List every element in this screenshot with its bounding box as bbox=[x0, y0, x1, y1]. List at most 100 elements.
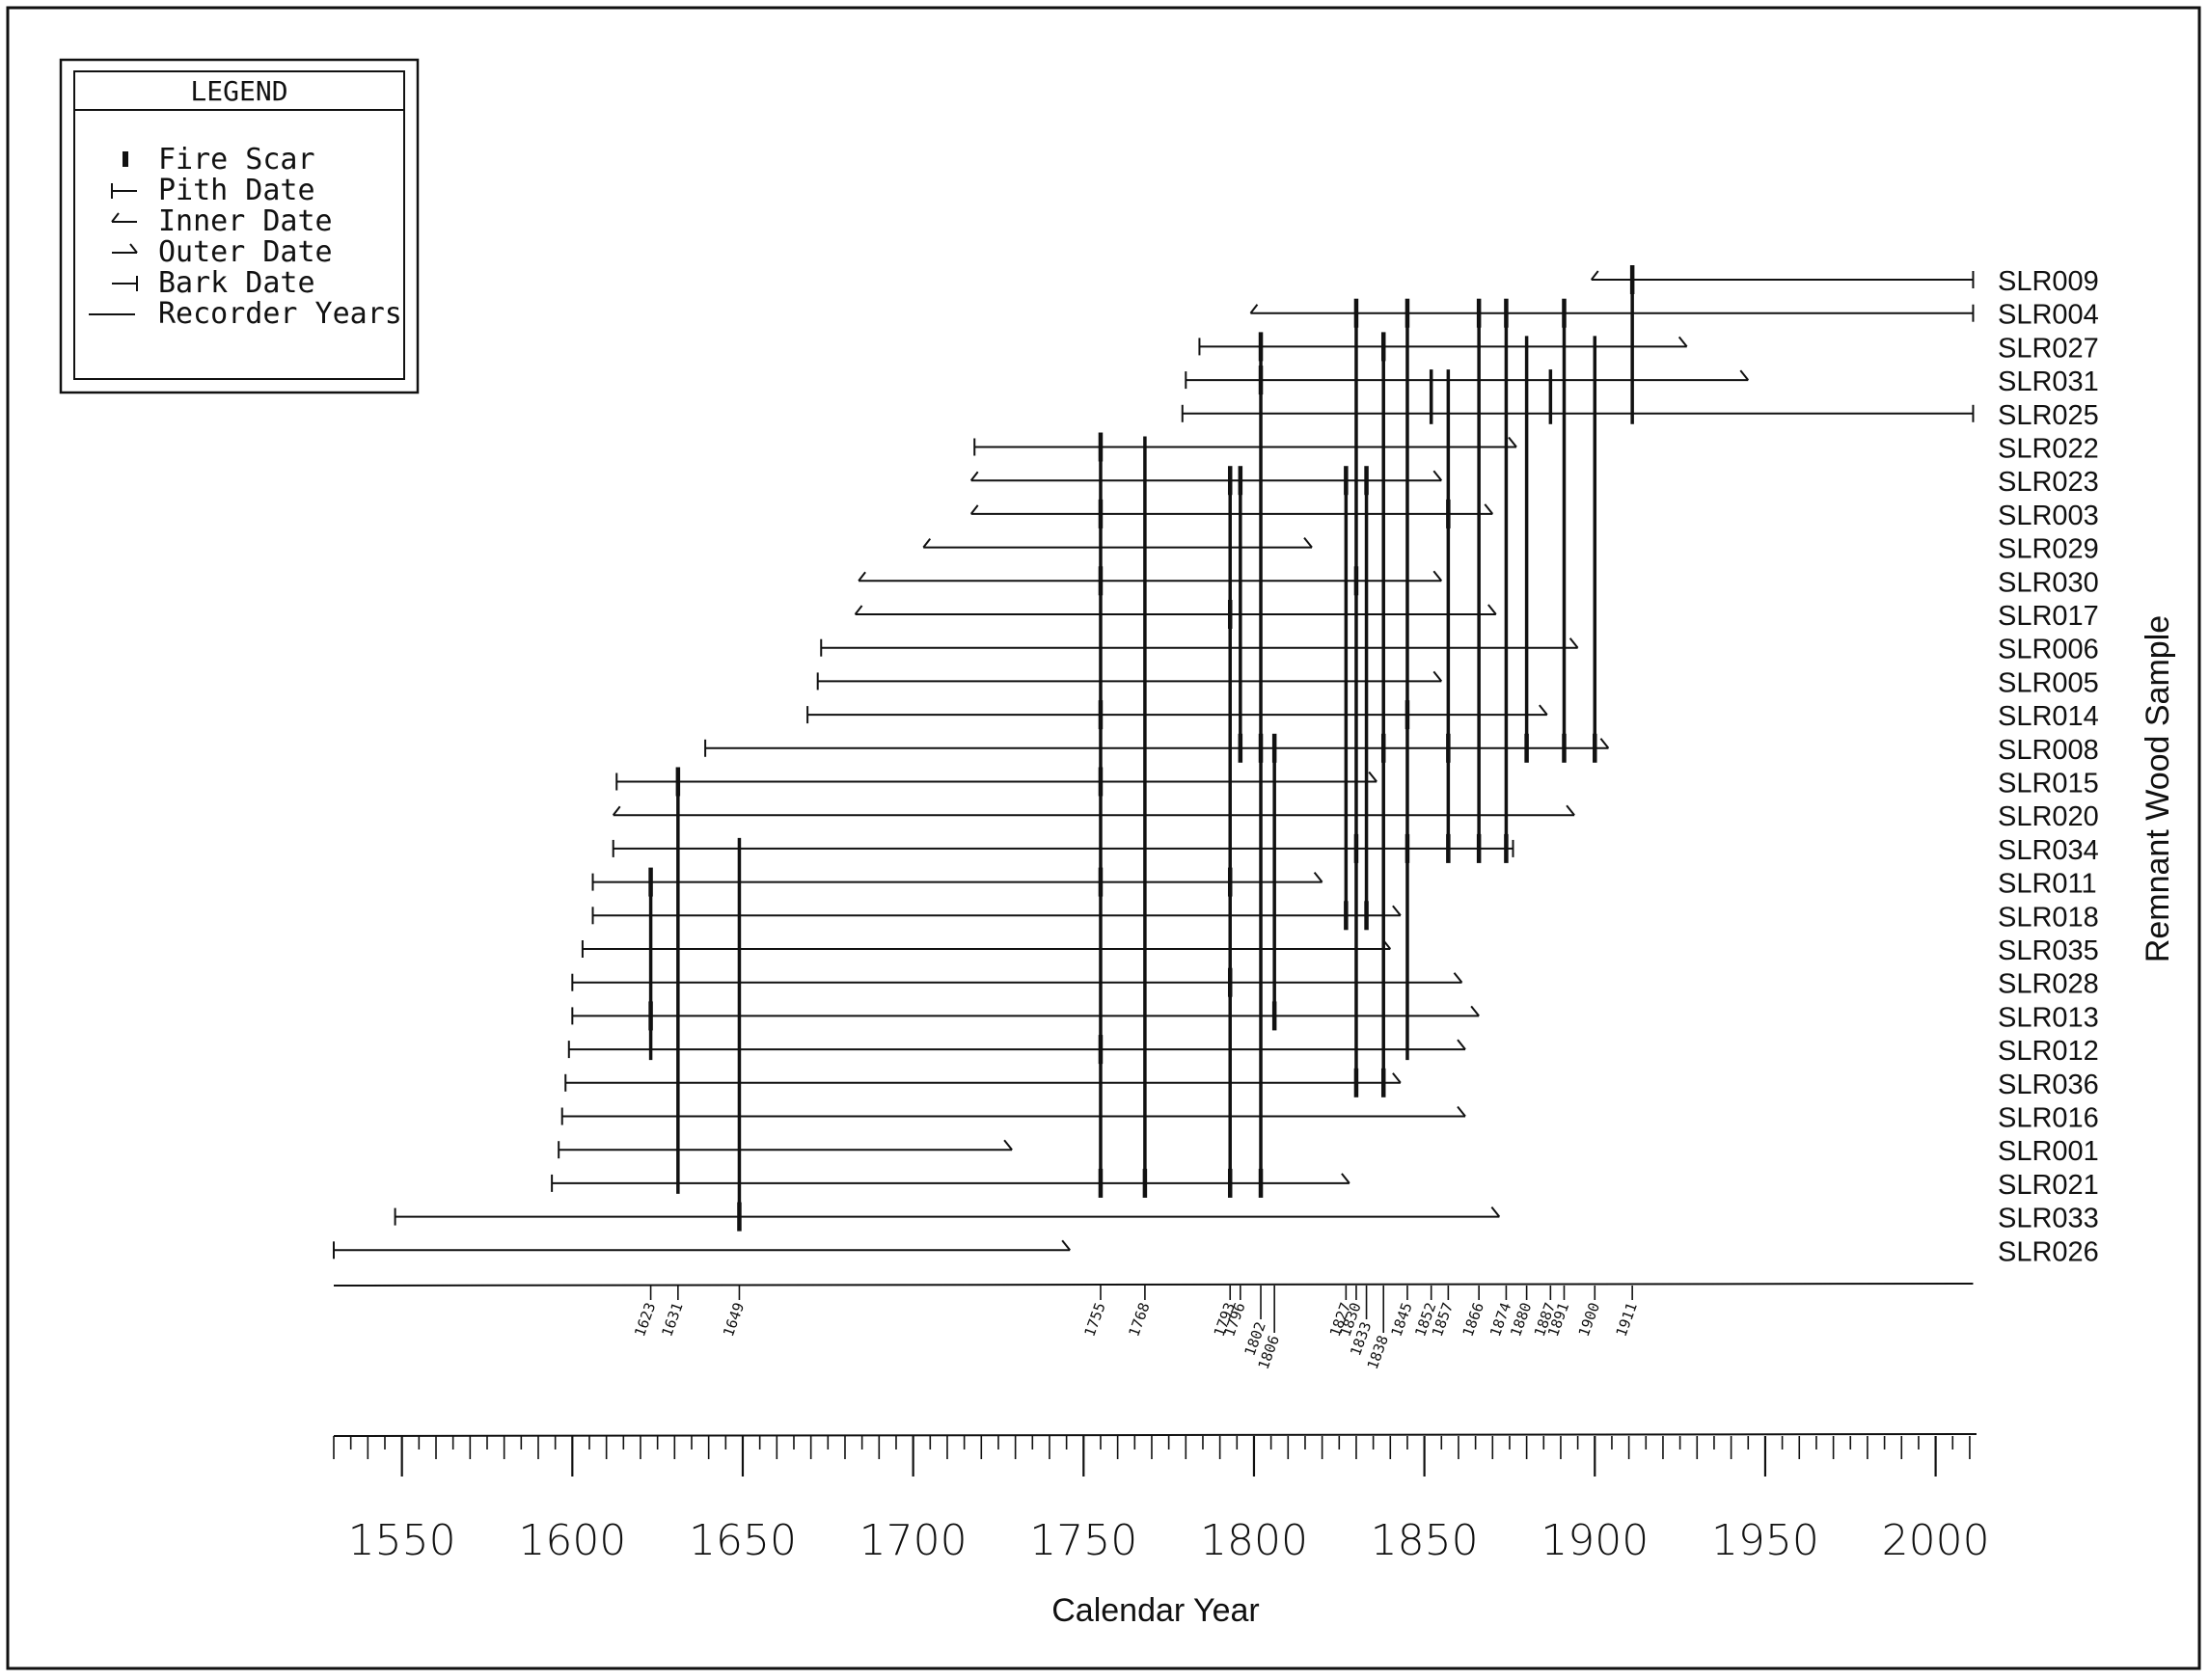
sample-label: SLR035 bbox=[1998, 935, 2099, 966]
legend-item-fire-scar: Fire Scar bbox=[123, 143, 315, 176]
sample-slr006 bbox=[820, 637, 1579, 657]
legend-label: Fire Scar bbox=[158, 143, 315, 176]
sample-label: SLR026 bbox=[1998, 1236, 2099, 1267]
sample-label: SLR033 bbox=[1998, 1204, 2099, 1234]
outer-date-marker bbox=[1677, 336, 1688, 348]
inner-date-marker bbox=[969, 504, 979, 515]
sample-slr036 bbox=[564, 1072, 1402, 1092]
outer-date-marker bbox=[1470, 1005, 1480, 1017]
sample-label: SLR009 bbox=[1998, 266, 2099, 297]
outer-date-marker bbox=[1061, 1239, 1071, 1251]
sample-label: SLR031 bbox=[1998, 366, 2099, 397]
sample-slr028 bbox=[571, 972, 1463, 991]
x-axis: 1550 1600 1650 1700 1750 1800 1850 1900 1950 2000 bbox=[333, 1433, 1990, 1565]
sample-slr009 bbox=[1590, 270, 1975, 288]
x-axis-label: Calendar Year bbox=[1051, 1592, 1260, 1629]
legend-label: Outer Date bbox=[158, 235, 333, 269]
sample-label: SLR001 bbox=[1998, 1136, 2099, 1167]
sample-rows bbox=[333, 270, 1975, 1260]
inner-date-marker bbox=[969, 471, 979, 481]
composite-line bbox=[333, 1283, 1974, 1287]
x-tick-label: 1750 bbox=[1029, 1516, 1137, 1565]
sample-label: SLR023 bbox=[1998, 467, 2099, 498]
sample-slr001 bbox=[558, 1139, 1013, 1159]
x-tick-label: 1700 bbox=[859, 1516, 968, 1565]
sample-slr017 bbox=[854, 604, 1497, 615]
composite-year-label: 1649 bbox=[720, 1300, 748, 1339]
composite-year-label: 1768 bbox=[1125, 1300, 1153, 1339]
x-tick-label: 1650 bbox=[689, 1516, 797, 1565]
outer-date-marker bbox=[1368, 771, 1377, 783]
sample-label: SLR005 bbox=[1998, 667, 2099, 698]
x-axis-line bbox=[333, 1433, 1977, 1437]
outer-date-marker bbox=[1303, 536, 1313, 549]
composite-year-label: 1866 bbox=[1459, 1300, 1487, 1339]
sample-label: SLR003 bbox=[1998, 501, 2099, 531]
figure-frame bbox=[6, 6, 2201, 1670]
outer-date-marker bbox=[1432, 470, 1443, 481]
sample-labels: SLR009SLR004SLR027SLR031SLR025SLR022SLR0… bbox=[1998, 266, 2099, 1267]
inner-date-marker bbox=[858, 571, 866, 582]
sample-slr029 bbox=[922, 536, 1313, 549]
legend-inner-box bbox=[73, 70, 405, 380]
legend-label: Recorder Years bbox=[158, 297, 402, 331]
x-tick-label: 1800 bbox=[1200, 1516, 1308, 1565]
sample-slr031 bbox=[1185, 369, 1750, 390]
outer-date-marker bbox=[1392, 905, 1402, 916]
sample-label: SLR013 bbox=[1998, 1002, 2099, 1033]
sample-label: SLR034 bbox=[1998, 835, 2099, 866]
legend-label: Inner Date bbox=[158, 204, 333, 238]
sample-label: SLR015 bbox=[1998, 769, 2099, 799]
x-tick-label: 1850 bbox=[1371, 1516, 1479, 1565]
x-tick-label: 2000 bbox=[1882, 1516, 1990, 1565]
sample-label: SLR004 bbox=[1998, 300, 2099, 331]
sample-slr020 bbox=[612, 804, 1575, 817]
pith-date-icon bbox=[111, 183, 137, 199]
legend-label: Pith Date bbox=[158, 174, 315, 207]
outer-date-marker bbox=[1392, 1072, 1402, 1084]
sample-label: SLR017 bbox=[1998, 601, 2099, 632]
x-tick-label: 1600 bbox=[518, 1516, 626, 1565]
sample-slr008 bbox=[704, 738, 1610, 757]
legend-item-inner-date: Inner Date bbox=[111, 204, 333, 238]
sample-slr030 bbox=[858, 570, 1443, 583]
inner-date-marker bbox=[612, 805, 621, 816]
sample-slr022 bbox=[973, 436, 1517, 456]
legend-item-bark-date: Bark Date bbox=[112, 266, 315, 300]
outer-date-marker bbox=[1341, 1173, 1350, 1184]
sample-slr013 bbox=[571, 1005, 1480, 1025]
inner-date-icon bbox=[111, 212, 137, 223]
composite-year-label: 1900 bbox=[1575, 1300, 1603, 1339]
sample-label: SLR036 bbox=[1998, 1070, 2099, 1100]
sample-slr011 bbox=[591, 871, 1323, 891]
sample-slr004 bbox=[1249, 304, 1975, 322]
outer-date-marker bbox=[1599, 738, 1610, 749]
sample-slr027 bbox=[1198, 336, 1688, 356]
legend-item-recorder-years: Recorder Years bbox=[89, 297, 402, 331]
outer-date-marker bbox=[1457, 1039, 1466, 1050]
composite-year-label: 1755 bbox=[1080, 1300, 1108, 1339]
sample-label: SLR027 bbox=[1998, 333, 2099, 364]
outer-date-marker bbox=[1484, 503, 1494, 515]
sample-slr033 bbox=[394, 1206, 1501, 1226]
plot-area: SLR009SLR004SLR027SLR031SLR025SLR022SLR0… bbox=[333, 265, 2099, 1565]
outer-date-icon bbox=[112, 243, 138, 254]
y-axis-label: Remnant Wood Sample bbox=[2140, 615, 2176, 962]
outer-date-marker bbox=[1432, 670, 1443, 683]
x-tick-label: 1550 bbox=[348, 1516, 456, 1565]
sample-slr014 bbox=[806, 704, 1548, 724]
sample-slr003 bbox=[969, 503, 1494, 515]
legend-label: Bark Date bbox=[158, 266, 315, 300]
outer-date-marker bbox=[1003, 1139, 1013, 1151]
sample-slr016 bbox=[560, 1105, 1466, 1125]
outer-date-marker bbox=[1739, 369, 1750, 381]
inner-date-marker bbox=[1249, 304, 1259, 314]
sample-slr021 bbox=[551, 1173, 1350, 1192]
outer-date-marker bbox=[1568, 637, 1579, 649]
outer-date-marker bbox=[1566, 804, 1575, 816]
outer-date-marker bbox=[1539, 704, 1548, 716]
